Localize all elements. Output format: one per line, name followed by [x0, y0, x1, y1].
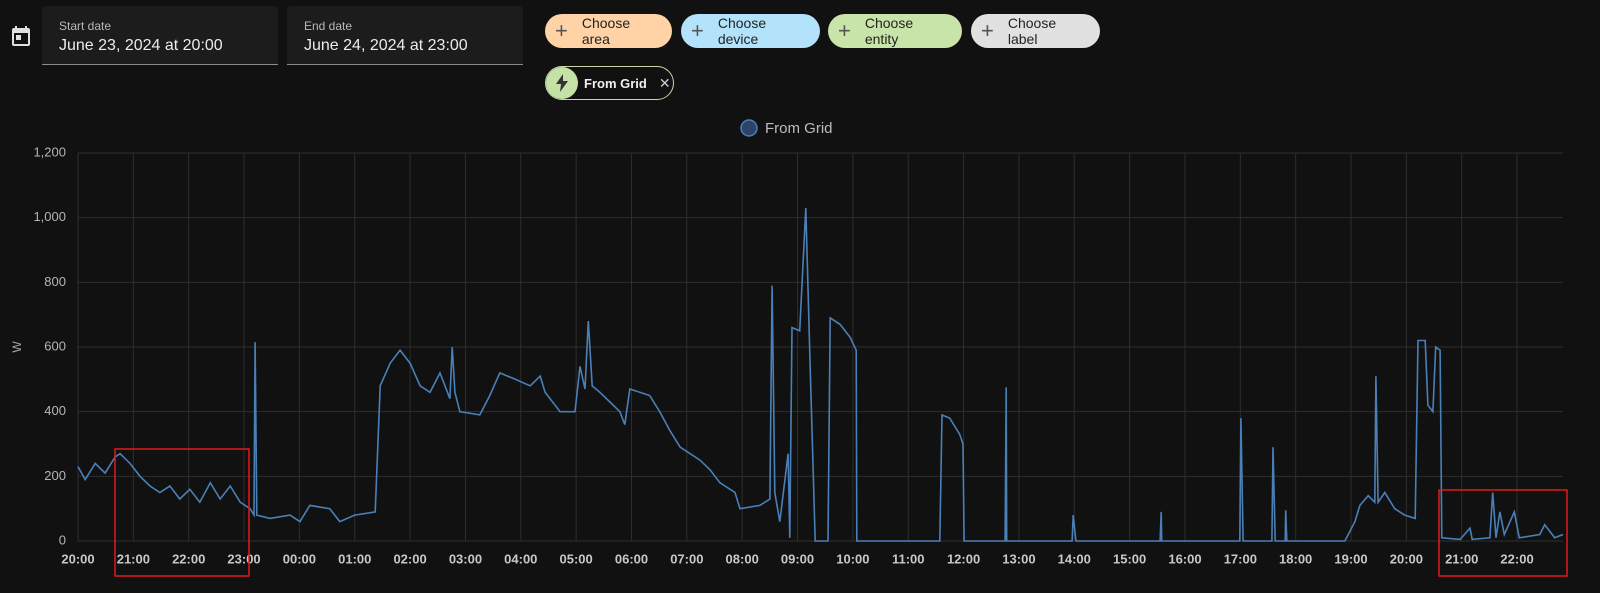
highlight-box [114, 448, 250, 577]
x-tick-label: 02:00 [393, 551, 426, 566]
x-tick-label: 22:00 [1500, 551, 1533, 566]
y-axis-label: W [10, 341, 24, 353]
y-tick-label: 1,000 [33, 209, 66, 224]
data-line [77, 207, 1564, 542]
chip-label: Choose label [1007, 15, 1057, 47]
x-tick-label: 21:00 [117, 551, 150, 566]
chip-label: Choose entity [864, 15, 914, 47]
x-tick-label: 08:00 [726, 551, 759, 566]
end-date-picker[interactable]: End date June 24, 2024 at 23:00 [287, 6, 523, 65]
choose-area-chip[interactable]: + Choose area [545, 14, 672, 48]
chip-label: Choose device [717, 15, 767, 47]
legend-swatch [740, 119, 758, 137]
x-tick-label: 00:00 [283, 551, 316, 566]
x-tick-label: 20:00 [61, 551, 94, 566]
start-date-label: Start date [59, 19, 112, 33]
x-tick-label: 12:00 [947, 551, 980, 566]
selected-entity-label: From Grid [584, 75, 647, 91]
x-tick-label: 09:00 [781, 551, 814, 566]
x-tick-label: 15:00 [1113, 551, 1146, 566]
y-tick-label: 800 [44, 274, 66, 289]
x-tick-label: 23:00 [227, 551, 260, 566]
x-tick-label: 19:00 [1334, 551, 1367, 566]
x-tick-label: 22:00 [172, 551, 205, 566]
x-tick-label: 06:00 [615, 551, 648, 566]
calendar-icon[interactable] [9, 24, 33, 48]
y-tick-label: 1,200 [33, 144, 66, 159]
y-tick-label: 0 [59, 532, 66, 547]
selected-entity-chip[interactable]: From Grid ✕ [545, 66, 674, 100]
choose-entity-chip[interactable]: + Choose entity [828, 14, 962, 48]
end-date-label: End date [304, 19, 353, 33]
x-tick-label: 05:00 [560, 551, 593, 566]
x-tick-label: 16:00 [1168, 551, 1201, 566]
x-tick-label: 10:00 [836, 551, 869, 566]
x-tick-label: 17:00 [1224, 551, 1257, 566]
start-date-picker[interactable]: Start date June 23, 2024 at 20:00 [42, 6, 278, 65]
highlight-box [1438, 489, 1568, 577]
legend-label: From Grid [765, 120, 833, 137]
y-tick-label: 200 [44, 468, 66, 483]
y-tick-label: 400 [44, 403, 66, 418]
x-tick-label: 01:00 [338, 551, 371, 566]
choose-label-chip[interactable]: + Choose label [971, 14, 1100, 48]
x-tick-label: 13:00 [1002, 551, 1035, 566]
x-tick-label: 03:00 [449, 551, 482, 566]
x-tick-label: 14:00 [1058, 551, 1091, 566]
x-tick-label: 11:00 [892, 551, 925, 566]
entity-icon [546, 67, 578, 99]
x-tick-label: 07:00 [670, 551, 703, 566]
start-date-value: June 23, 2024 at 20:00 [59, 37, 223, 54]
x-tick-label: 18:00 [1279, 551, 1312, 566]
x-tick-label: 04:00 [504, 551, 537, 566]
end-date-value: June 24, 2024 at 23:00 [304, 37, 468, 54]
choose-device-chip[interactable]: + Choose device [681, 14, 820, 48]
remove-button[interactable]: ✕ [658, 74, 671, 91]
x-tick-label: 20:00 [1390, 551, 1423, 566]
x-tick-label: 21:00 [1445, 551, 1478, 566]
chip-label: Choose area [581, 15, 631, 47]
y-tick-label: 600 [44, 338, 66, 353]
